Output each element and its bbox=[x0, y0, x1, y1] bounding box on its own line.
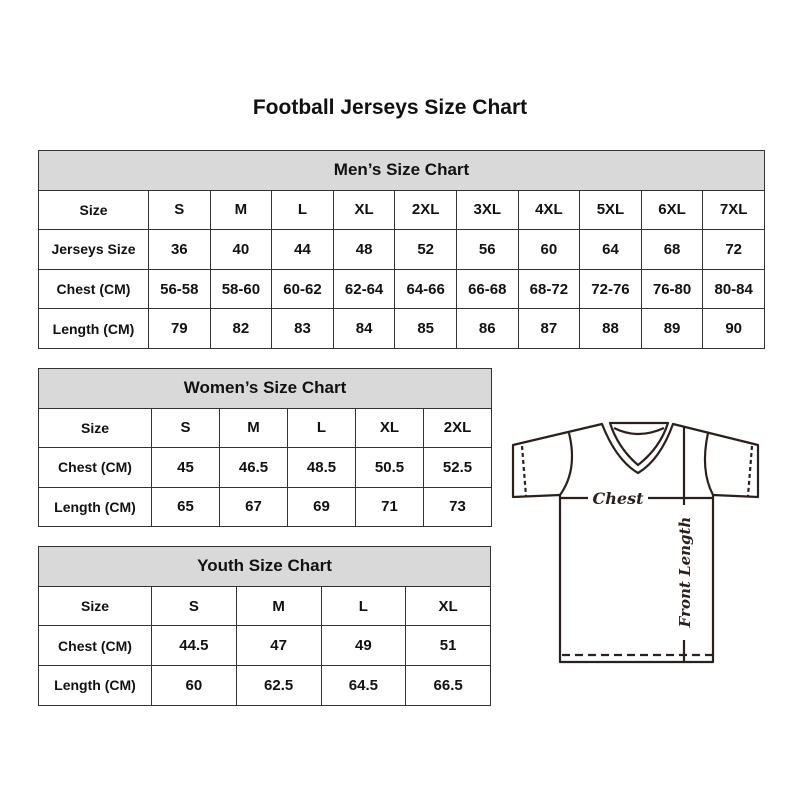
table-row: Length (CM) 79 82 83 84 85 86 87 88 89 90 bbox=[38, 308, 765, 349]
table-cell: 62.5 bbox=[235, 665, 322, 706]
table-cell: 72-76 bbox=[579, 268, 642, 310]
front-length-label: Front Length bbox=[676, 517, 694, 629]
table-cell: 44 bbox=[271, 229, 334, 270]
table-cell: 73 bbox=[423, 486, 492, 527]
table-row: Length (CM) 60 62.5 64.5 66.5 bbox=[38, 665, 491, 706]
right-armhole bbox=[703, 432, 714, 496]
table-cell: 5XL bbox=[579, 189, 642, 231]
womens-size-table: Women’s Size Chart Size S M L XL 2XL Chest (CM)… bbox=[38, 368, 492, 527]
table-cell: 64.5 bbox=[320, 665, 407, 706]
table-caption-row: Men’s Size Chart bbox=[38, 150, 765, 191]
table-cell: 69 bbox=[287, 486, 356, 527]
table-cell: 76-80 bbox=[640, 268, 704, 310]
table-cell: 66.5 bbox=[405, 665, 491, 706]
table-cell: 71 bbox=[355, 486, 424, 527]
table-cell: L bbox=[287, 407, 356, 448]
table-row: Chest (CM) 45 46.5 48.5 50.5 52.5 bbox=[38, 447, 492, 488]
table-cell: 90 bbox=[702, 308, 765, 349]
table-cell: 56-58 bbox=[148, 268, 211, 310]
table-caption: Men’s Size Chart bbox=[38, 150, 765, 191]
table-cell: 60-62 bbox=[271, 268, 334, 310]
table-cell: XL bbox=[332, 189, 396, 231]
table-cell: 88 bbox=[579, 308, 642, 349]
row-label: Size bbox=[38, 189, 149, 231]
right-sleeve-stitch bbox=[746, 445, 754, 497]
row-label: Size bbox=[38, 407, 152, 448]
row-label: Length (CM) bbox=[38, 308, 149, 349]
row-label: Chest (CM) bbox=[38, 447, 152, 488]
table-cell: L bbox=[320, 585, 407, 627]
table-cell: 50.5 bbox=[355, 447, 424, 488]
table-caption-row: Youth Size Chart bbox=[38, 546, 491, 587]
table-row: Size S M L XL 2XL 3XL 4XL 5XL 6XL 7XL bbox=[38, 189, 765, 231]
table-row: Chest (CM) 44.5 47 49 51 bbox=[38, 625, 491, 667]
table-cell: 66-68 bbox=[455, 268, 519, 310]
table-cell: 60 bbox=[151, 665, 237, 706]
table-cell: 85 bbox=[394, 308, 457, 349]
table-cell: S bbox=[151, 585, 237, 627]
table-cell: M bbox=[235, 585, 322, 627]
table-cell: 40 bbox=[209, 229, 273, 270]
table-cell: 68 bbox=[640, 229, 704, 270]
collar-inner bbox=[613, 427, 665, 436]
chest-label: Chest bbox=[593, 489, 645, 508]
table-cell: 49 bbox=[320, 625, 407, 667]
table-cell: 7XL bbox=[702, 189, 765, 231]
row-label: Size bbox=[38, 585, 152, 627]
table-row: Size S M L XL bbox=[38, 585, 491, 627]
table-cell: 47 bbox=[235, 625, 322, 667]
table-cell: 48 bbox=[332, 229, 396, 270]
table-row: Jerseys Size 36 40 44 48 52 56 60 64 68 72 bbox=[38, 229, 765, 270]
table-cell: 48.5 bbox=[287, 447, 356, 488]
table-cell: 80-84 bbox=[702, 268, 765, 310]
row-label: Jerseys Size bbox=[38, 229, 149, 270]
jersey-collar bbox=[608, 421, 670, 467]
table-caption-row: Women’s Size Chart bbox=[38, 368, 492, 409]
table-cell: 62-64 bbox=[332, 268, 396, 310]
mens-size-table: Men’s Size Chart Size S M L XL 2XL 3XL 4XL 5XL 6XL… bbox=[38, 150, 765, 349]
row-label: Length (CM) bbox=[38, 665, 152, 706]
jersey-outline bbox=[511, 422, 760, 664]
table-caption: Youth Size Chart bbox=[38, 546, 491, 587]
table-cell: 51 bbox=[405, 625, 491, 667]
table-cell: 67 bbox=[219, 486, 288, 527]
row-label: Chest (CM) bbox=[38, 625, 152, 667]
table-row: Size S M L XL 2XL bbox=[38, 407, 492, 448]
left-armhole bbox=[559, 432, 574, 496]
table-cell: 2XL bbox=[423, 407, 492, 448]
table-cell: 52.5 bbox=[423, 447, 492, 488]
table-cell: 82 bbox=[209, 308, 273, 349]
table-row: Length (CM) 65 67 69 71 73 bbox=[38, 486, 492, 527]
table-cell: 45 bbox=[151, 447, 220, 488]
row-label: Length (CM) bbox=[38, 486, 152, 527]
youth-size-table: Youth Size Chart Size S M L XL Chest (CM) 44.5 4… bbox=[38, 546, 491, 706]
table-cell: 36 bbox=[148, 229, 211, 270]
table-cell: 6XL bbox=[640, 189, 704, 231]
table-cell: 87 bbox=[517, 308, 581, 349]
table-cell: XL bbox=[355, 407, 424, 448]
table-cell: XL bbox=[405, 585, 491, 627]
table-cell: 84 bbox=[332, 308, 396, 349]
table-cell: L bbox=[271, 189, 334, 231]
table-cell: 44.5 bbox=[151, 625, 237, 667]
table-cell: 60 bbox=[517, 229, 581, 270]
table-cell: 65 bbox=[151, 486, 220, 527]
table-cell: M bbox=[219, 407, 288, 448]
page-title: Football Jerseys Size Chart bbox=[252, 96, 528, 119]
table-caption: Women’s Size Chart bbox=[38, 368, 492, 409]
table-cell: 86 bbox=[455, 308, 519, 349]
table-cell: 79 bbox=[148, 308, 211, 349]
left-sleeve-stitch bbox=[520, 445, 528, 497]
table-cell: 68-72 bbox=[517, 268, 581, 310]
